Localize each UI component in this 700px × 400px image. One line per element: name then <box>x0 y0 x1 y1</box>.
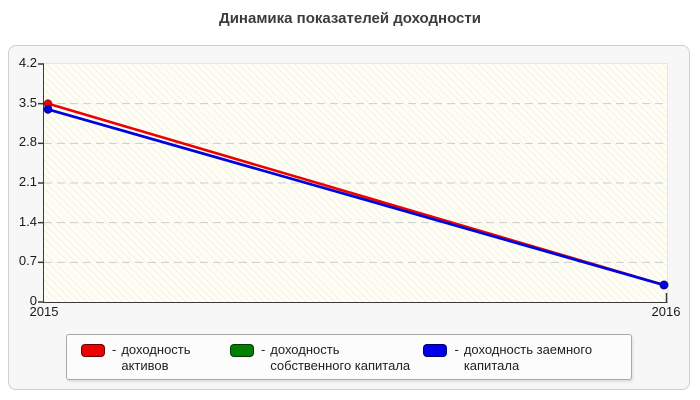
legend: - доходность активов - доходность собств… <box>66 334 632 380</box>
plot-svg <box>38 63 669 303</box>
page-title: Динамика показателей доходности <box>219 10 481 27</box>
y-axis-tick-label: 0.7 <box>18 253 37 269</box>
legend-dash: - <box>260 342 266 357</box>
legend-item-label: доходность активов <box>121 342 191 374</box>
y-axis-tick-label: 1.4 <box>18 213 37 229</box>
legend-swatch-blue <box>423 344 448 357</box>
chart-container: 0 0.7 1.4 2.1 2.8 3.5 4.2 2015 2016 - доходнос… <box>8 45 690 390</box>
legend-item-label: доходность собственного капитала <box>270 342 411 374</box>
y-axis-tick-label: 3.5 <box>18 94 37 110</box>
legend-swatch-green <box>229 344 254 357</box>
legend-item-debt: - доходность заемного капитала <box>423 342 617 375</box>
x-axis-label-start: 2015 <box>29 304 59 319</box>
legend-dash: - <box>454 342 459 357</box>
legend-item-label: доходность заемного капитала <box>463 342 593 374</box>
legend-swatch-red <box>81 344 105 357</box>
y-axis-tick-label: 2.8 <box>18 134 37 150</box>
y-axis-tick-label: 0 <box>29 293 37 308</box>
y-axis-labels: 0 0.7 1.4 2.1 2.8 3.5 4.2 <box>9 55 37 308</box>
y-axis-tick-label: 4.2 <box>18 55 37 70</box>
plot-area <box>38 63 669 303</box>
x-axis-label-end: 2016 <box>651 304 681 319</box>
legend-item-assets: - доходность активов <box>81 342 230 375</box>
legend-dash: - <box>112 342 117 357</box>
y-axis-tick-label: 2.1 <box>18 174 37 189</box>
legend-item-equity: - доходность собственного капитала <box>229 342 424 375</box>
